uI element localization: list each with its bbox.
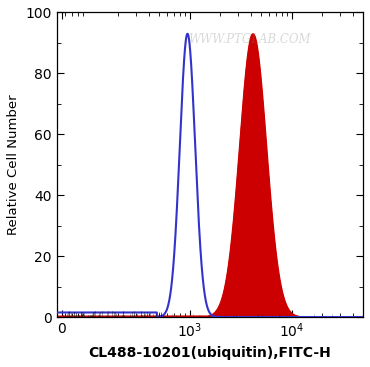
Text: WWW.PTGLAB.COM: WWW.PTGLAB.COM — [188, 33, 311, 46]
Y-axis label: Relative Cell Number: Relative Cell Number — [7, 94, 20, 235]
X-axis label: CL488-10201(ubiquitin),FITC-H: CL488-10201(ubiquitin),FITC-H — [88, 346, 331, 360]
